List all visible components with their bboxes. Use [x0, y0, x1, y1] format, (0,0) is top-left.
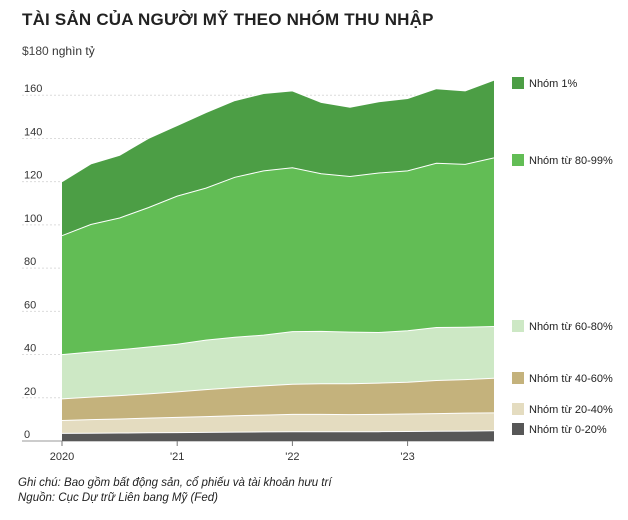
legend-item: Nhóm từ 60-80% [512, 320, 613, 333]
legend-item: Nhóm từ 80-99% [512, 154, 613, 167]
chart-title: TÀI SẢN CỦA NGƯỜI MỸ THEO NHÓM THU NHẬP [22, 10, 434, 29]
legend-label: Nhóm 1% [529, 78, 578, 90]
legend-label: Nhóm từ 0-20% [529, 424, 607, 436]
legend-swatch [512, 77, 524, 89]
x-tick-label: 2020 [50, 451, 74, 463]
y-tick-label: 160 [24, 83, 42, 95]
y-axis-ticks: 0 20 40 60 80 100 120 140 160 [24, 83, 42, 441]
area-border-4 [61, 157, 495, 237]
area-series-4 [62, 157, 494, 355]
legend-swatch [512, 154, 524, 166]
area-series-3 [62, 326, 494, 399]
y-tick-label: 80 [24, 256, 36, 268]
legend-swatch [512, 423, 524, 435]
x-axis-ticks: 2020 '21 '22 '23 [50, 441, 415, 463]
legend-item: Nhóm từ 20-40% [512, 403, 613, 416]
legend-label: Nhóm từ 20-40% [529, 404, 613, 416]
legend-item: Nhóm 1% [512, 77, 577, 90]
area-border-5 [61, 79, 495, 183]
area-series-5 [62, 80, 494, 236]
area-border-3 [61, 326, 495, 356]
chart-source: Nguồn: Cục Dự trữ Liên bang Mỹ (Fed) [18, 492, 218, 504]
x-tick-label: '21 [170, 451, 184, 463]
area-border-lines [61, 79, 495, 434]
legend-item: Nhóm từ 40-60% [512, 372, 613, 385]
x-tick-label: '22 [285, 451, 299, 463]
y-tick-label: 0 [24, 429, 30, 441]
y-tick-label: 20 [24, 386, 36, 398]
y-tick-label: 140 [24, 126, 42, 138]
legend-label: Nhóm từ 80-99% [529, 155, 613, 167]
chart-note: Ghi chú: Bao gồm bất động sản, cổ phiếu … [18, 477, 332, 489]
unit-text: nghìn tỷ [52, 44, 95, 58]
x-tick-label: '23 [400, 451, 414, 463]
y-axis-unit-label: $180 nghìn tỷ [22, 44, 95, 58]
y-tick-label: 40 [24, 343, 36, 355]
legend-swatch [512, 403, 524, 415]
y-tick-label: 100 [24, 213, 42, 225]
area-series-2 [62, 378, 494, 421]
unit-currency: $180 [22, 44, 49, 58]
legend-swatch [512, 372, 524, 384]
area-border-2 [61, 377, 495, 400]
y-tick-label: 60 [24, 299, 36, 311]
area-series-0 [62, 430, 494, 441]
legend-swatch [512, 320, 524, 332]
area-border-1 [61, 412, 495, 421]
area-layers [62, 80, 494, 441]
y-tick-label: 120 [24, 170, 42, 182]
legend-item: Nhóm từ 0-20% [512, 423, 607, 436]
area-border-0 [61, 430, 495, 434]
legend-label: Nhóm từ 60-80% [529, 321, 613, 333]
legend-label: Nhóm từ 40-60% [529, 373, 613, 385]
